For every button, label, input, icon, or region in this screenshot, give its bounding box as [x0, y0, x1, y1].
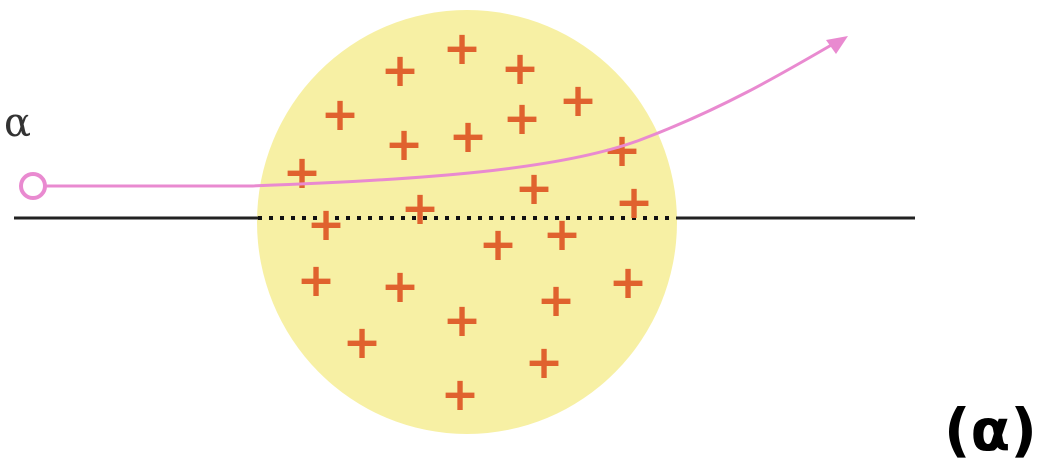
alpha-particle	[19, 172, 47, 200]
positive-charge: +	[501, 41, 540, 95]
positive-charge: +	[321, 87, 360, 141]
positive-charges: ++ ++ ++ + +++ + +++ +++ + ++++ ++	[283, 21, 654, 421]
panel-label: (α)	[944, 396, 1037, 464]
positive-charge: +	[543, 207, 582, 261]
positive-charge: +	[443, 293, 482, 347]
charged-sphere	[257, 10, 677, 434]
positive-charge: +	[401, 181, 440, 235]
positive-charge: +	[381, 43, 420, 97]
positive-charge: +	[503, 91, 542, 145]
positive-charge: +	[343, 315, 382, 369]
positive-charge: +	[283, 145, 322, 199]
positive-charge: +	[441, 367, 480, 421]
positive-charge: +	[307, 197, 346, 251]
alpha-trajectory	[44, 38, 841, 188]
positive-charge: +	[559, 73, 598, 127]
positive-charge: +	[537, 273, 576, 327]
positive-charge: +	[609, 255, 648, 309]
positive-charge: +	[443, 21, 482, 75]
trajectory-arrowhead	[826, 36, 848, 54]
alpha-symbol-label: α	[4, 100, 31, 146]
positive-charge: +	[515, 161, 554, 215]
positive-charge: +	[381, 259, 420, 313]
positive-charge: +	[615, 175, 654, 229]
positive-charge: +	[479, 217, 518, 271]
positive-charge: +	[449, 109, 488, 163]
positive-charge: +	[297, 253, 336, 307]
positive-charge: +	[525, 335, 564, 389]
positive-charge: +	[385, 117, 424, 171]
